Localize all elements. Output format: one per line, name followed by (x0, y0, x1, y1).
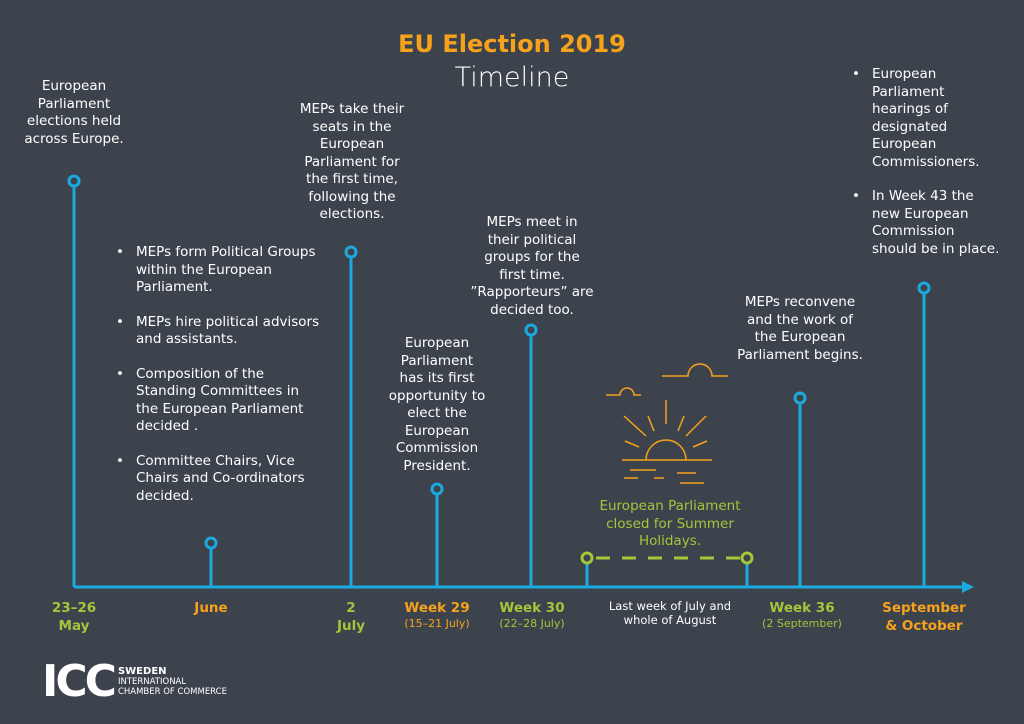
summer-range (580, 551, 754, 565)
date-label: Week 29 (15–21 July) (404, 600, 470, 630)
event-text: European Parliament elections held acros… (24, 78, 124, 147)
event-text: European Parliament closed for Summer Ho… (599, 498, 741, 549)
event-text: MEPs take their seats in the European Pa… (299, 101, 405, 222)
event-text: European Parliament has its first opport… (388, 335, 486, 474)
bullet: MEPs hire political advisors and assista… (114, 314, 324, 349)
icc-logo: ICC SWEDEN INTERNATIONAL CHAMBER OF COMMER… (42, 656, 227, 707)
date-label: Week 36 (2 September) (762, 600, 842, 630)
marker (793, 391, 807, 405)
date-label: Week 30 (22–28 July) (499, 600, 565, 630)
marker (344, 245, 358, 259)
marker (67, 174, 81, 188)
event-bullets: European Parliament hearings of designat… (850, 66, 1000, 275)
date-label: Last week of July and whole of August (608, 599, 732, 627)
marker (524, 323, 538, 337)
sunset-icon (606, 363, 728, 484)
date-label: June (194, 600, 228, 616)
event-text: MEPs meet in their political groups for … (470, 214, 594, 318)
marker (917, 281, 931, 295)
bullet: MEPs form Political Groups within the Eu… (114, 244, 324, 297)
title: EU Election 2019 (398, 30, 626, 58)
event-bullets: MEPs form Political Groups within the Eu… (114, 244, 324, 522)
subtitle: Timeline (454, 62, 570, 93)
event-text: MEPs reconvene and the work of the Europ… (737, 294, 863, 363)
bullet: In Week 43 the new European Commission s… (850, 188, 1000, 258)
bullet: Composition of the Standing Committees i… (114, 366, 324, 436)
marker (430, 482, 444, 496)
date-label: 23–26 May (51, 600, 97, 634)
date-label: September & October (882, 600, 966, 634)
date-label: 2 July (336, 600, 366, 634)
marker (204, 536, 218, 550)
bullet: European Parliament hearings of designat… (850, 66, 1000, 171)
bullet: Committee Chairs, Vice Chairs and Co-ord… (114, 453, 324, 506)
arrow-head (962, 581, 974, 593)
